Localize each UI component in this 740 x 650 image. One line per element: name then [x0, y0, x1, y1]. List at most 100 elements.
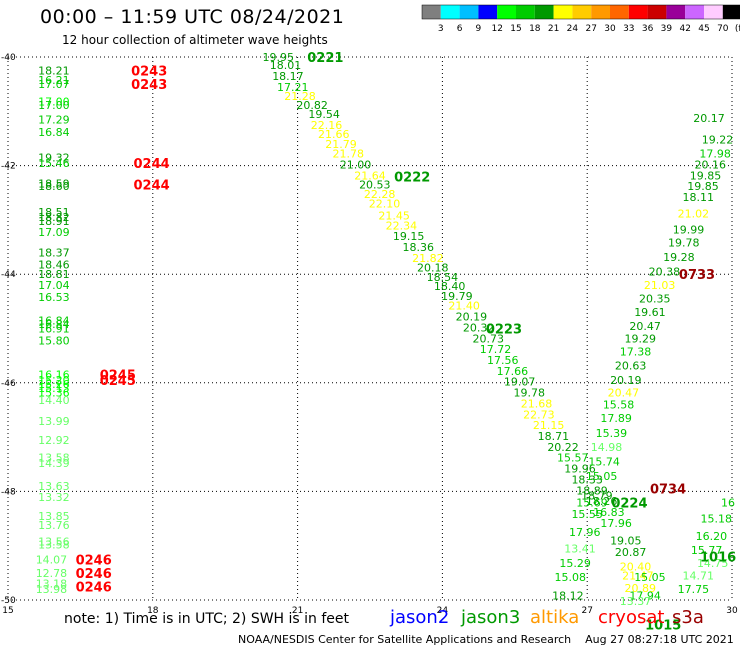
wave-height-value: 16 [721, 496, 735, 509]
wave-height-value: 17.38 [620, 345, 652, 358]
wave-height-value: 17.98 [699, 148, 731, 161]
y-tick-label: -46 [1, 379, 16, 389]
wave-height-value: 15.29 [559, 557, 591, 570]
wave-height-value: 16.83 [593, 506, 625, 519]
wave-height-value: 20.40 [620, 560, 652, 573]
wave-height-value: 15.05 [634, 571, 666, 584]
wave-height-value: 15.26 [38, 378, 70, 391]
wave-height-value: 18.59 [38, 178, 70, 191]
wave-height-value: 13.58 [38, 539, 70, 552]
color-scale-label: 42 [679, 24, 690, 34]
wave-height-value: 16.16 [38, 369, 70, 382]
color-swatch [685, 5, 704, 19]
legend-item-cryosat: cryosat [598, 607, 665, 628]
wave-height-value: 18.81 [38, 268, 70, 281]
x-tick-label: 15 [2, 606, 13, 616]
color-swatch [534, 5, 554, 19]
wave-height-value: 15.20 [38, 374, 70, 387]
y-tick-label: -48 [1, 487, 16, 497]
wave-height-value: 20.87 [615, 546, 647, 559]
wave-height-value: 12.92 [38, 434, 70, 447]
wave-height-value: 18.33 [571, 473, 603, 486]
wave-height-value: 20.19 [610, 374, 642, 387]
wave-height-value: 17.66 [497, 365, 529, 378]
wave-height-value: 18.54 [427, 271, 459, 284]
wave-height-value: 21.47 [622, 570, 654, 583]
wave-height-value: 21.68 [521, 397, 553, 410]
wave-height-value: 19.79 [441, 290, 473, 303]
wave-height-value: 18.91 [38, 215, 70, 228]
color-swatch [704, 5, 723, 19]
wave-height-value: 16.84 [38, 126, 70, 139]
wave-height-value: 19.15 [393, 230, 425, 243]
wave-height-value: 14.75 [697, 557, 729, 570]
wave-height-value: 19.61 [634, 306, 666, 319]
color-swatch [572, 5, 592, 19]
color-swatch [666, 5, 686, 19]
pass-time-label: 0734 [650, 483, 686, 498]
wave-height-value: 14.40 [38, 394, 70, 407]
wave-height-value: 18.89 [576, 484, 608, 497]
chart-subtitle: 12 hour collection of altimeter wave hei… [62, 33, 328, 47]
wave-height-value: 15.55 [571, 508, 603, 521]
wave-height-value: 19.95 [263, 51, 295, 64]
wave-height-value: 16.20 [696, 530, 728, 543]
wave-height-value: 15.77 [691, 544, 723, 557]
wave-height-value: 13.63 [38, 480, 70, 493]
color-scale-label: 15 [510, 24, 521, 34]
wave-height-value: 20.19 [456, 311, 488, 324]
credit-timestamp: Aug 27 08:27:18 UTC 2021 [585, 633, 734, 646]
pass-time-label: 0245 [100, 374, 136, 389]
wave-height-value: 20.47 [608, 387, 640, 400]
wave-height-value: 22.16 [311, 119, 343, 132]
wave-height-value: 21.28 [284, 90, 316, 103]
color-swatch [553, 5, 573, 19]
wave-height-value: 15.13 [38, 382, 70, 395]
pass-time-label: 0246 [76, 580, 112, 595]
pass-time-label: 1015 [645, 618, 681, 633]
x-tick-label: 21 [292, 606, 303, 616]
wave-height-value: 13.98 [36, 583, 68, 596]
color-scale-label: 30 [604, 24, 616, 34]
color-scale-label: 33 [623, 24, 634, 34]
wave-height-value: 18.51 [38, 206, 70, 219]
wave-height-value: 19.78 [668, 237, 700, 250]
color-swatch [440, 5, 460, 19]
color-swatch [610, 5, 629, 19]
wave-height-value: 18.37 [38, 246, 70, 259]
wave-height-value: 20.47 [629, 320, 661, 333]
wave-height-value: 13.37 [620, 595, 652, 608]
footnote: note: 1) Time is in UTC; 2) SWH is in fe… [64, 611, 350, 627]
color-swatch [478, 5, 498, 19]
wave-height-value: 13.99 [38, 415, 70, 428]
data-points: 18.2116.2117.0717.0017.0017.2916.8419.32… [36, 51, 735, 608]
wave-height-value: 20.18 [417, 262, 449, 275]
x-tick-label: 30 [726, 606, 738, 616]
wave-height-value: 19.29 [625, 332, 657, 345]
wave-height-value: 15.39 [596, 427, 628, 440]
wave-height-value: 19.99 [673, 224, 705, 237]
pass-time-label: 0246 [76, 567, 112, 582]
wave-height-value: 15.46 [38, 157, 70, 170]
wave-height-value: 18.21 [38, 65, 70, 78]
wave-height-value: 21.15 [533, 419, 565, 432]
legend-item-s3a: s3a [672, 607, 704, 628]
wave-height-value: 14.07 [36, 553, 68, 566]
x-tick-label: 27 [581, 606, 592, 616]
color-swatch [591, 5, 610, 19]
color-scale-label: 21 [548, 24, 559, 34]
wave-height-value: 20.17 [693, 112, 725, 125]
color-swatch [647, 5, 667, 19]
wave-height-value: 15.08 [555, 571, 587, 584]
color-scale-label: 24 [567, 24, 579, 34]
time-labels: 0243024302440244024502450246024602460221… [76, 51, 737, 633]
color-swatch [497, 5, 516, 19]
pass-time-label: 0221 [307, 51, 343, 66]
wave-height-value: 16.84 [38, 314, 70, 327]
wave-height-value: 15.05 [586, 470, 618, 483]
color-scale-label: 6 [457, 24, 463, 34]
x-tick-label: 24 [437, 606, 449, 616]
wave-height-value: 20.16 [695, 159, 727, 172]
wave-height-value: 16.84 [38, 318, 70, 331]
